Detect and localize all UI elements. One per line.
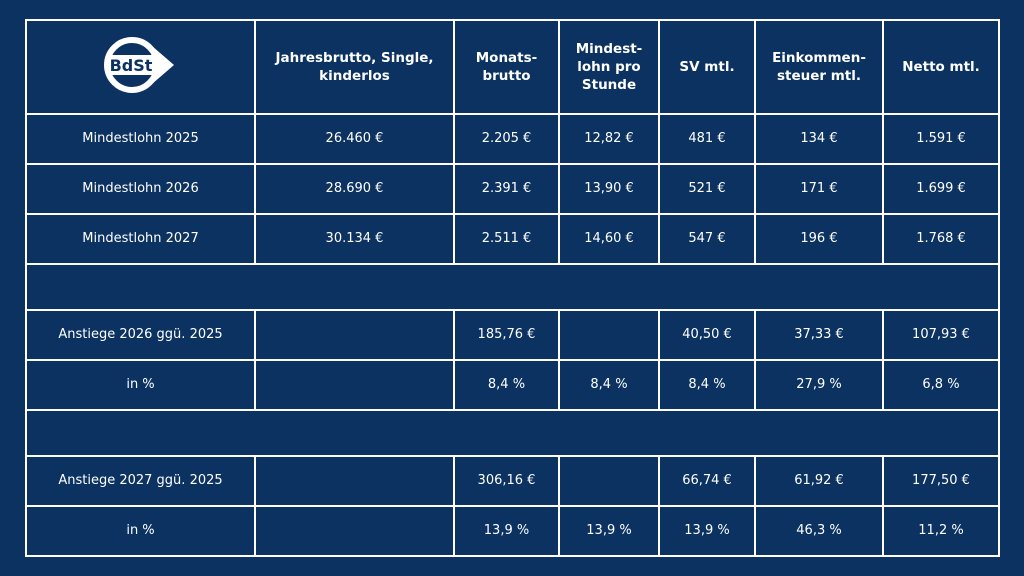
header-row: BdSt Jahresbrutto, Single, kinderlos Mon… [25,19,1000,115]
cell-sv: 40,50 € [658,309,756,361]
spacer-row [25,263,1000,311]
cell-einkommensteuer: 46,3 % [754,505,884,557]
header-einkommensteuer: Einkommen-steuer mtl. [754,19,884,115]
header-sv-mtl: SV mtl. [658,19,756,115]
cell-stundenlohn: 14,60 € [558,213,660,265]
table-row: in % 8,4 % 8,4 % 8,4 % 27,9 % 6,8 % [25,359,1000,411]
cell-einkommensteuer: 134 € [754,113,884,165]
minimum-wage-table: BdSt Jahresbrutto, Single, kinderlos Mon… [25,19,1000,557]
table-row: Anstiege 2027 ggü. 2025 306,16 € 66,74 €… [25,455,1000,507]
spacer-cell [25,263,1000,311]
row-label: Mindestlohn 2026 [25,163,256,215]
cell-stundenlohn: 13,9 % [558,505,660,557]
cell-jahresbrutto [254,505,455,557]
row-label: Mindestlohn 2027 [25,213,256,265]
cell-monatsbrutto: 2.511 € [453,213,560,265]
cell-stundenlohn [558,455,660,507]
cell-stundenlohn: 12,82 € [558,113,660,165]
header-jahresbrutto: Jahresbrutto, Single, kinderlos [254,19,455,115]
row-label: in % [25,505,256,557]
cell-monatsbrutto: 8,4 % [453,359,560,411]
cell-netto: 177,50 € [882,455,1000,507]
row-label: Mindestlohn 2025 [25,113,256,165]
cell-einkommensteuer: 171 € [754,163,884,215]
row-label: Anstiege 2026 ggü. 2025 [25,309,256,361]
header-monatsbrutto: Monats-brutto [453,19,560,115]
spacer-row [25,409,1000,457]
cell-einkommensteuer: 196 € [754,213,884,265]
cell-stundenlohn [558,309,660,361]
table-row: Anstiege 2026 ggü. 2025 185,76 € 40,50 €… [25,309,1000,361]
logo-text: BdSt [109,56,152,75]
table-row: in % 13,9 % 13,9 % 13,9 % 46,3 % 11,2 % [25,505,1000,557]
cell-netto: 107,93 € [882,309,1000,361]
cell-monatsbrutto: 2.205 € [453,113,560,165]
table-row: Mindestlohn 2026 28.690 € 2.391 € 13,90 … [25,163,1000,215]
row-label: Anstiege 2027 ggü. 2025 [25,455,256,507]
logo-cell: BdSt [25,19,256,115]
cell-sv: 547 € [658,213,756,265]
cell-jahresbrutto: 26.460 € [254,113,455,165]
spacer-cell [25,409,1000,457]
header-netto-mtl: Netto mtl. [882,19,1000,115]
cell-netto: 6,8 % [882,359,1000,411]
cell-sv: 13,9 % [658,505,756,557]
cell-monatsbrutto: 185,76 € [453,309,560,361]
cell-einkommensteuer: 61,92 € [754,455,884,507]
cell-monatsbrutto: 306,16 € [453,455,560,507]
row-label: in % [25,359,256,411]
cell-netto: 11,2 % [882,505,1000,557]
cell-jahresbrutto: 28.690 € [254,163,455,215]
cell-netto: 1.768 € [882,213,1000,265]
table-row: Mindestlohn 2025 26.460 € 2.205 € 12,82 … [25,113,1000,165]
cell-sv: 521 € [658,163,756,215]
cell-monatsbrutto: 2.391 € [453,163,560,215]
cell-jahresbrutto [254,309,455,361]
header-mindestlohn-stunde: Mindest-lohn pro Stunde [558,19,660,115]
cell-monatsbrutto: 13,9 % [453,505,560,557]
cell-stundenlohn: 8,4 % [558,359,660,411]
cell-jahresbrutto: 30.134 € [254,213,455,265]
table-row: Mindestlohn 2027 30.134 € 2.511 € 14,60 … [25,213,1000,265]
cell-sv: 66,74 € [658,455,756,507]
cell-stundenlohn: 13,90 € [558,163,660,215]
cell-jahresbrutto [254,359,455,411]
cell-einkommensteuer: 37,33 € [754,309,884,361]
cell-jahresbrutto [254,455,455,507]
cell-sv: 481 € [658,113,756,165]
bdst-logo-icon: BdSt [103,36,174,93]
cell-netto: 1.699 € [882,163,1000,215]
cell-einkommensteuer: 27,9 % [754,359,884,411]
cell-netto: 1.591 € [882,113,1000,165]
cell-sv: 8,4 % [658,359,756,411]
